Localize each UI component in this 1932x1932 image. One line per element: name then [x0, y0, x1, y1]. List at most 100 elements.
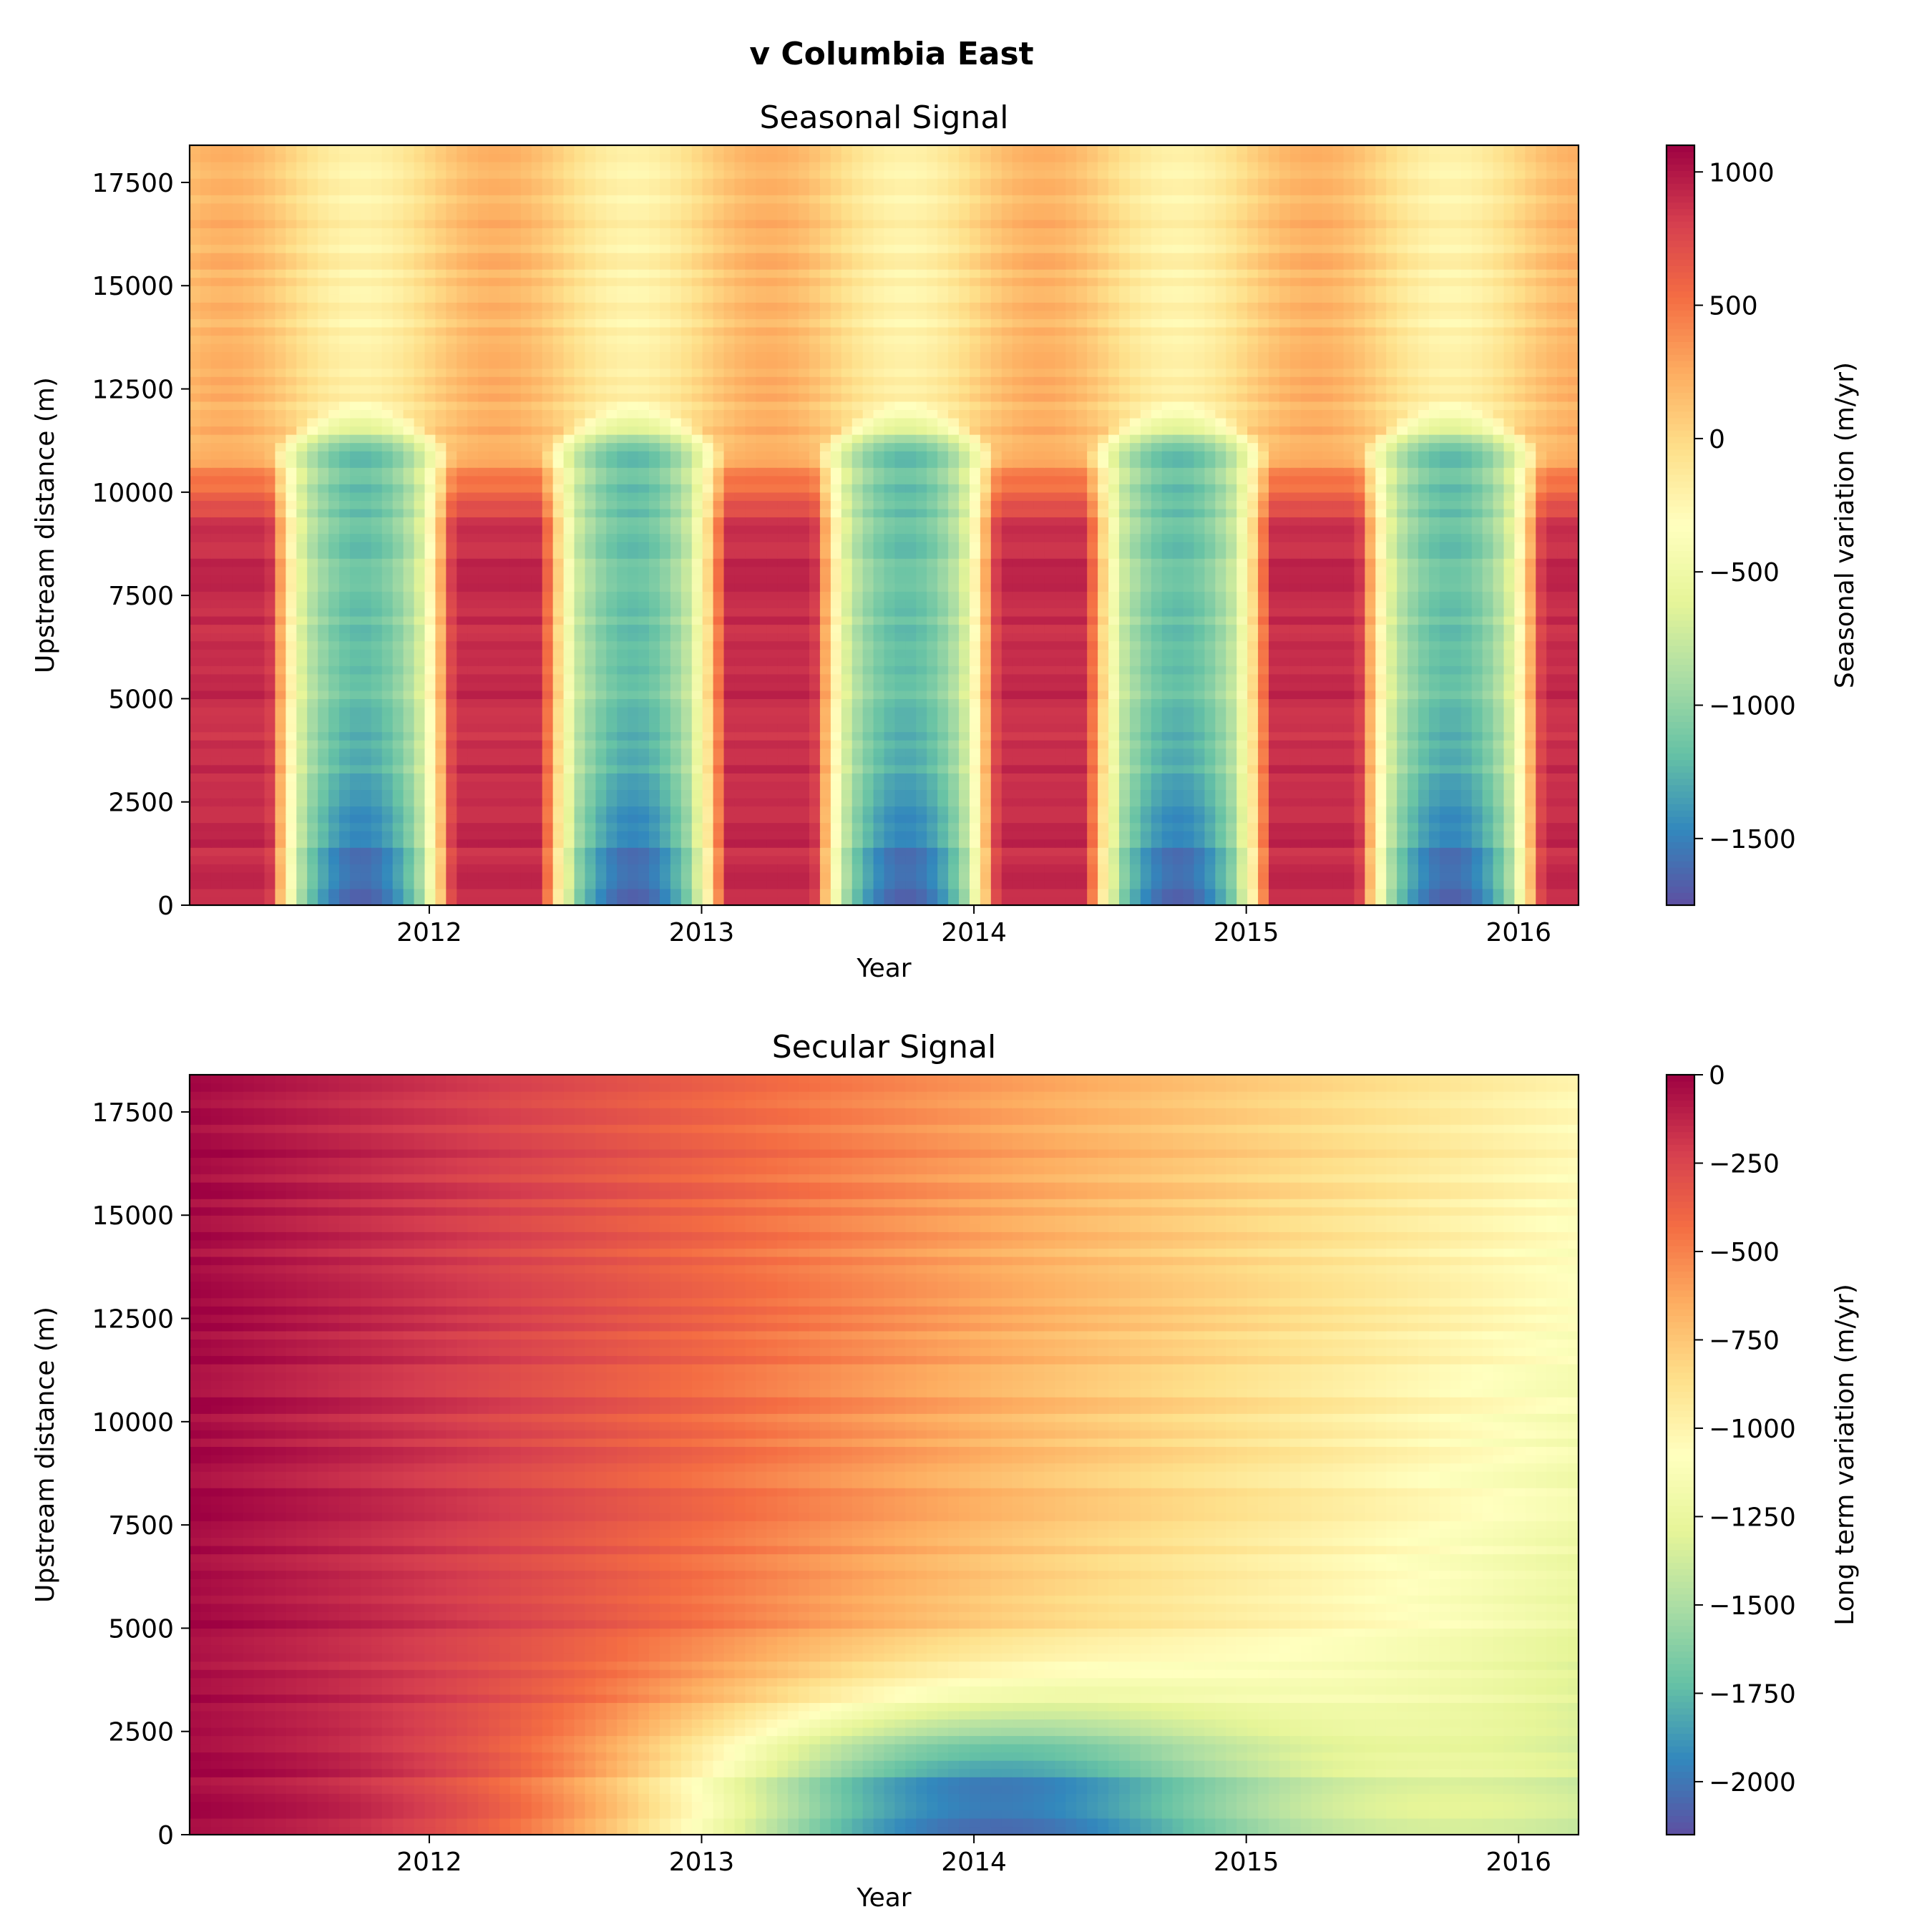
heatmap-cell	[243, 864, 255, 873]
heatmap-cell	[1129, 657, 1141, 666]
heatmap-cell	[328, 797, 340, 807]
heatmap-cell	[1354, 698, 1365, 708]
heatmap-cell	[659, 855, 671, 864]
heatmap-cell	[210, 888, 223, 898]
heatmap-cell	[948, 839, 960, 848]
heatmap-cell	[1311, 781, 1323, 790]
heatmap-cell	[1525, 831, 1536, 840]
heatmap-cell	[809, 698, 821, 708]
heatmap-cell	[1140, 682, 1152, 691]
heatmap-cell	[1204, 797, 1216, 807]
heatmap-cell	[1418, 839, 1430, 848]
heatmap-cell	[1001, 608, 1013, 617]
heatmap-cell	[959, 781, 970, 790]
heatmap-cell	[585, 897, 596, 905]
heatmap-cell	[1343, 855, 1355, 864]
heatmap-cell	[1482, 715, 1494, 724]
heatmap-cell	[702, 872, 714, 881]
heatmap-cell	[1482, 756, 1494, 766]
heatmap-cell	[1514, 847, 1526, 857]
heatmap-cell	[1226, 608, 1237, 617]
heatmap-cell	[638, 723, 650, 733]
heatmap-cell	[959, 880, 970, 889]
heatmap-cell	[585, 773, 596, 782]
heatmap-cell	[499, 582, 511, 592]
heatmap-cell	[606, 756, 618, 766]
heatmap-cell	[1407, 633, 1419, 642]
heatmap-cell	[862, 847, 874, 857]
heatmap-cell	[937, 665, 949, 675]
heatmap-cell	[1033, 624, 1045, 633]
heatmap-cell	[1343, 723, 1355, 733]
heatmap-cell	[1365, 764, 1376, 774]
heatmap-cell	[990, 855, 1002, 864]
heatmap-cell	[563, 608, 575, 617]
heatmap-cell	[1098, 608, 1109, 617]
heatmap-cell	[617, 831, 628, 840]
heatmap-cell	[862, 591, 874, 600]
heatmap-cell	[788, 839, 799, 848]
heatmap-cell	[734, 864, 746, 873]
heatmap-cell	[328, 872, 340, 881]
heatmap-cell	[1236, 748, 1248, 757]
heatmap-cell	[318, 723, 329, 733]
heatmap-cell	[638, 764, 650, 774]
heatmap-cell	[1365, 773, 1376, 782]
heatmap-cell	[1397, 599, 1408, 609]
heatmap-cell	[520, 608, 532, 617]
heatmap-cell	[638, 649, 650, 658]
heatmap-cell	[628, 773, 639, 782]
heatmap-cell	[1236, 682, 1248, 691]
heatmap-cell	[756, 640, 767, 650]
heatmap-cell	[328, 615, 340, 625]
heatmap-cell	[414, 764, 426, 774]
heatmap-cell	[1226, 897, 1237, 905]
heatmap-cell	[1568, 864, 1579, 873]
heatmap-cell	[617, 756, 628, 766]
heatmap-cell	[328, 839, 340, 848]
heatmap-cell	[1269, 781, 1280, 790]
heatmap-cell	[830, 723, 842, 733]
heatmap-cell	[392, 748, 404, 757]
heatmap-cell	[1450, 615, 1462, 625]
heatmap-cell	[1033, 839, 1045, 848]
heatmap-cell	[1161, 748, 1174, 757]
heatmap-cell	[649, 781, 660, 790]
heatmap-cell	[659, 723, 671, 733]
heatmap-cell	[916, 740, 927, 749]
heatmap-cell	[905, 864, 917, 873]
heatmap-cell	[819, 789, 831, 799]
heatmap-cell	[1012, 624, 1024, 633]
heatmap-cell	[1204, 690, 1216, 700]
heatmap-cell	[702, 847, 714, 857]
heatmap-cell	[1183, 764, 1195, 774]
heatmap-cell	[1215, 665, 1226, 675]
heatmap-cell	[328, 789, 340, 799]
heatmap-cell	[649, 624, 660, 633]
heatmap-cell	[841, 599, 853, 609]
heatmap-cell	[1033, 731, 1045, 741]
heatmap-cell	[275, 615, 286, 625]
heatmap-cell	[745, 633, 756, 642]
heatmap-cell	[1450, 773, 1462, 782]
heatmap-cell	[414, 582, 426, 592]
heatmap-cell	[1536, 624, 1547, 633]
heatmap-cell	[1118, 797, 1131, 807]
heatmap-cell	[606, 897, 618, 905]
heatmap-cell	[339, 633, 351, 642]
heatmap-cell	[253, 690, 265, 700]
heatmap-cell	[799, 897, 810, 905]
heatmap-cell	[1076, 599, 1088, 609]
heatmap-cell	[1428, 624, 1440, 633]
heatmap-cell	[745, 690, 756, 700]
heatmap-cell	[617, 822, 628, 831]
heatmap-cell	[200, 880, 212, 889]
heatmap-cell	[617, 748, 628, 757]
heatmap-cell	[1311, 831, 1323, 840]
heatmap-cell	[713, 633, 725, 642]
heatmap-cell	[1460, 764, 1473, 774]
heatmap-cell	[190, 880, 201, 889]
heatmap-cell	[1151, 682, 1163, 691]
heatmap-cell	[1460, 715, 1473, 724]
heatmap-cell	[1204, 897, 1216, 905]
